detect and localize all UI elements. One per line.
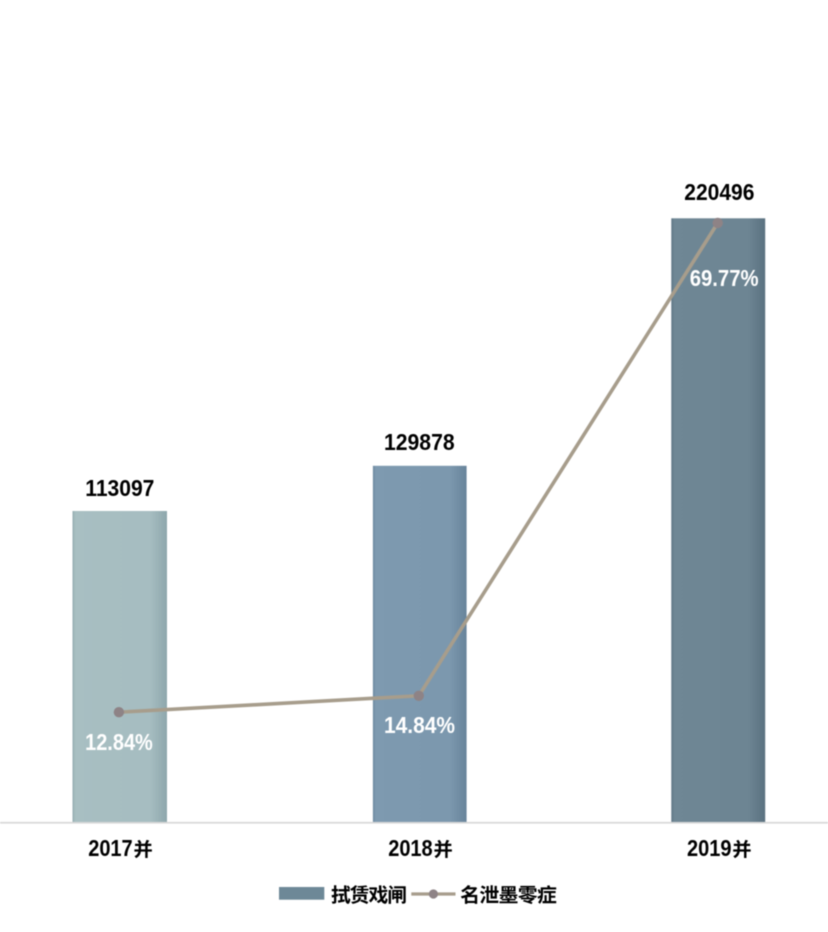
svg-text:113097: 113097 bbox=[85, 475, 154, 501]
svg-text:2018: 2018 bbox=[388, 835, 433, 861]
svg-text:220496: 220496 bbox=[684, 179, 754, 205]
svg-text:2019: 2019 bbox=[687, 835, 732, 861]
svg-text:69.77%: 69.77% bbox=[690, 265, 759, 291]
svg-text:129878: 129878 bbox=[384, 429, 455, 455]
svg-text:12.84%: 12.84% bbox=[85, 729, 153, 755]
svg-text:2017: 2017 bbox=[88, 835, 133, 861]
svg-text:14.84%: 14.84% bbox=[384, 712, 455, 738]
